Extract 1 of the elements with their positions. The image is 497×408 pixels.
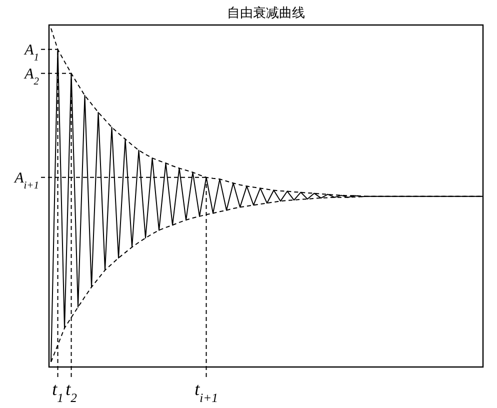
title: 自由衰减曲线 [227, 6, 305, 21]
